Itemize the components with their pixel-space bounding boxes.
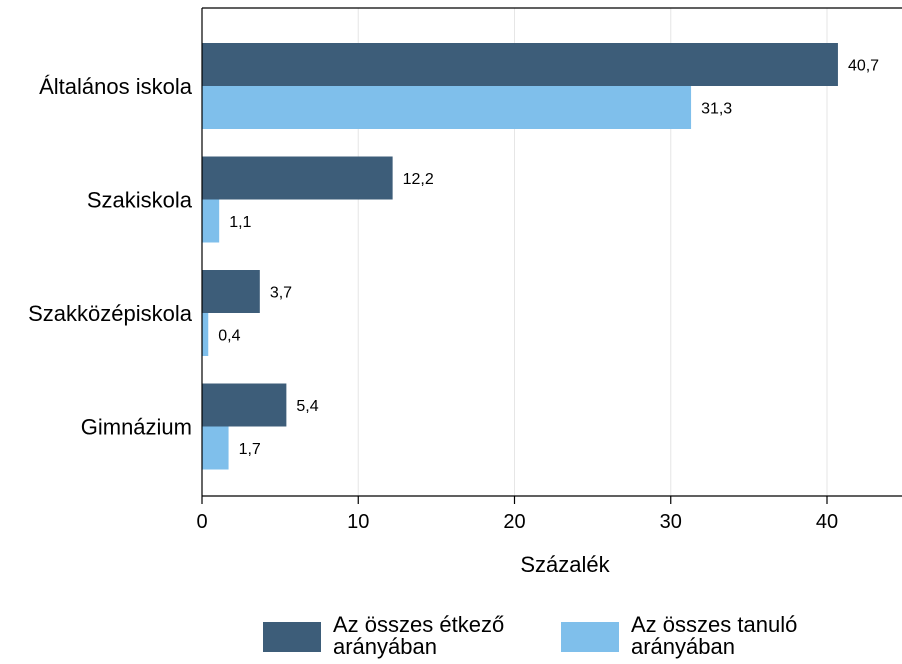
data-label-s1-c3: 3,7 bbox=[270, 285, 292, 302]
x-tick-label-3: 30 bbox=[660, 511, 682, 533]
data-label-s1-c4: 5,4 bbox=[296, 398, 318, 415]
x-tick-label-1: 10 bbox=[347, 511, 369, 533]
legend-label-2: Az összes tanuló arányában bbox=[631, 612, 797, 659]
legend-label-1: Az összes étkező arányában bbox=[333, 612, 504, 659]
category-label-2: Szakiskola bbox=[87, 188, 193, 213]
legend-label-1-line-1: Az összes étkező bbox=[333, 612, 504, 637]
data-label-s2-c4: 1,7 bbox=[239, 441, 261, 458]
data-labels: 40,7 31,3 12,2 1,1 3,7 0,4 5,4 1,7 bbox=[218, 58, 879, 459]
bar-s2-c2 bbox=[202, 199, 220, 243]
category-label-3: Szakközépiskola bbox=[28, 301, 193, 326]
legend-label-2-line-1: Az összes tanuló bbox=[631, 612, 797, 637]
category-label-4: Gimnázium bbox=[81, 415, 192, 440]
bar-s2-c3 bbox=[202, 313, 209, 356]
bars bbox=[202, 43, 838, 470]
x-tick-label-0: 0 bbox=[196, 511, 207, 533]
legend-swatch-1 bbox=[263, 622, 321, 652]
data-label-s2-c2: 1,1 bbox=[229, 214, 251, 231]
bar-s1-c4 bbox=[202, 383, 287, 427]
legend-label-1-line-2: arányában bbox=[333, 634, 437, 659]
bar-s1-c3 bbox=[202, 270, 260, 313]
data-label-s1-c1: 40,7 bbox=[848, 58, 879, 75]
x-tick-label-4: 40 bbox=[816, 511, 838, 533]
data-label-s2-c1: 31,3 bbox=[701, 101, 732, 118]
bar-s1-c2 bbox=[202, 156, 393, 200]
data-label-s2-c3: 0,4 bbox=[218, 328, 240, 345]
x-tick-label-2: 20 bbox=[503, 511, 525, 533]
data-label-s1-c2: 12,2 bbox=[403, 171, 434, 188]
bar-s2-c1 bbox=[202, 86, 692, 129]
category-label-1: Általános iskola bbox=[39, 74, 193, 99]
bar-s2-c4 bbox=[202, 426, 229, 470]
bar-s1-c1 bbox=[202, 43, 838, 86]
legend-label-2-line-2: arányában bbox=[631, 634, 735, 659]
x-ticks: 0 10 20 30 40 bbox=[196, 496, 838, 533]
legend-swatch-2 bbox=[561, 622, 619, 652]
category-labels: Általános iskola Szakiskola Szakközépiskol… bbox=[28, 74, 193, 440]
x-axis-title: Százalék bbox=[520, 552, 610, 577]
